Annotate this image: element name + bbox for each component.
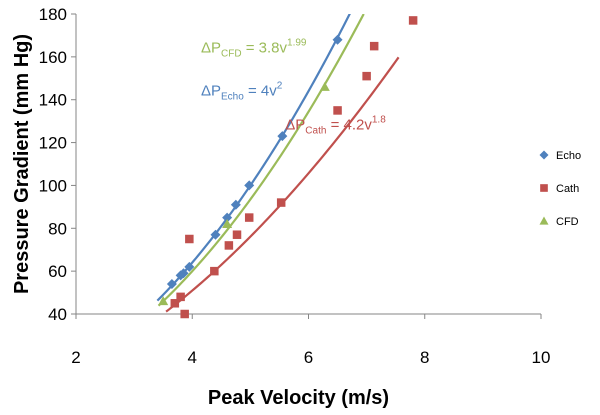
- y-tick-label: 40: [48, 305, 67, 324]
- y-tick-label: 160: [39, 48, 67, 67]
- data-point-echo: [230, 199, 241, 210]
- equation-delta-p: ΔP: [201, 82, 221, 99]
- data-point-cath: [210, 266, 219, 276]
- equation-subscript: CFD: [221, 49, 242, 60]
- data-point-cath: [170, 299, 180, 308]
- x-tick-label: 6: [304, 348, 313, 367]
- legend-entry-cath: Cath: [540, 183, 579, 195]
- data-point-cath: [185, 234, 194, 244]
- legend: Echo Cath CFD: [539, 150, 581, 228]
- fit-equation-echo: ΔPEcho = 4v2: [201, 80, 283, 102]
- equation-subscript: Cath: [305, 126, 326, 137]
- data-point-echo: [166, 279, 177, 289]
- y-tick-label: 100: [39, 176, 67, 195]
- data-point-cath: [362, 71, 371, 81]
- equation-body: = 4v: [244, 82, 277, 99]
- fit-curve-cfd: [157, 14, 365, 307]
- legend-entry-cfd: CFD: [539, 216, 579, 228]
- data-point-cath: [369, 41, 379, 51]
- data-point-cath: [244, 213, 254, 222]
- data-point-echo: [222, 212, 233, 223]
- y-tick-label: 60: [48, 262, 67, 281]
- data-point-echo: [244, 180, 255, 191]
- x-tick-label: 10: [532, 348, 551, 367]
- data-point-cath: [224, 241, 234, 250]
- y-axis-title: Pressure Gradient (mm Hg): [11, 34, 33, 294]
- data-point-cath: [276, 198, 286, 207]
- data-point-echo: [178, 268, 189, 279]
- legend-marker-cath: [540, 184, 548, 192]
- equation-body: = 3.8v: [242, 40, 288, 57]
- data-point-cath: [180, 309, 189, 319]
- data-points: [158, 16, 418, 319]
- data-point-cfd: [319, 81, 330, 91]
- equation-exponent: 2: [277, 80, 283, 91]
- equation-delta-p: ΔP: [201, 40, 221, 57]
- equation-body: = 4.2v: [326, 117, 372, 134]
- equation-exponent: 1.8: [372, 115, 386, 126]
- data-point-cfd: [158, 296, 169, 306]
- equation-delta-p: ΔP: [285, 117, 305, 134]
- data-point-cath: [176, 292, 185, 302]
- fit-equation-cath: ΔPCath = 4.2v1.8: [285, 115, 386, 137]
- x-tick-label: 2: [71, 348, 80, 367]
- data-point-echo: [277, 131, 288, 142]
- legend-marker-echo: [539, 150, 549, 160]
- y-tick-label: 180: [39, 5, 67, 24]
- data-point-echo: [184, 261, 195, 272]
- legend-label-cath: Cath: [556, 183, 579, 195]
- data-point-cath: [408, 16, 418, 25]
- y-tick-label: 80: [48, 219, 67, 238]
- fit-equation-cfd: ΔPCFD = 3.8v1.99: [201, 38, 307, 60]
- legend-label-cfd: CFD: [556, 216, 579, 228]
- x-tick-label: 8: [420, 348, 429, 367]
- y-tick-label: 120: [39, 134, 67, 153]
- x-axis-title: Peak Velocity (m/s): [208, 387, 389, 409]
- x-tick-label: 4: [188, 348, 197, 367]
- data-point-cath: [232, 230, 242, 239]
- axes: 40 60 80 100 120 140 160 180 2 4 6 8 10 Peak Velocity…: [11, 5, 550, 409]
- data-point-echo: [332, 34, 343, 45]
- legend-marker-cfd: [539, 216, 549, 225]
- equation-exponent: 1.99: [287, 38, 307, 49]
- data-point-cfd: [222, 219, 233, 228]
- legend-entry-echo: Echo: [539, 150, 581, 162]
- data-point-echo: [210, 229, 221, 240]
- legend-label-echo: Echo: [556, 150, 581, 162]
- equation-subscript: Echo: [221, 91, 244, 102]
- y-tick-label: 140: [39, 91, 67, 110]
- data-point-cath: [333, 106, 342, 115]
